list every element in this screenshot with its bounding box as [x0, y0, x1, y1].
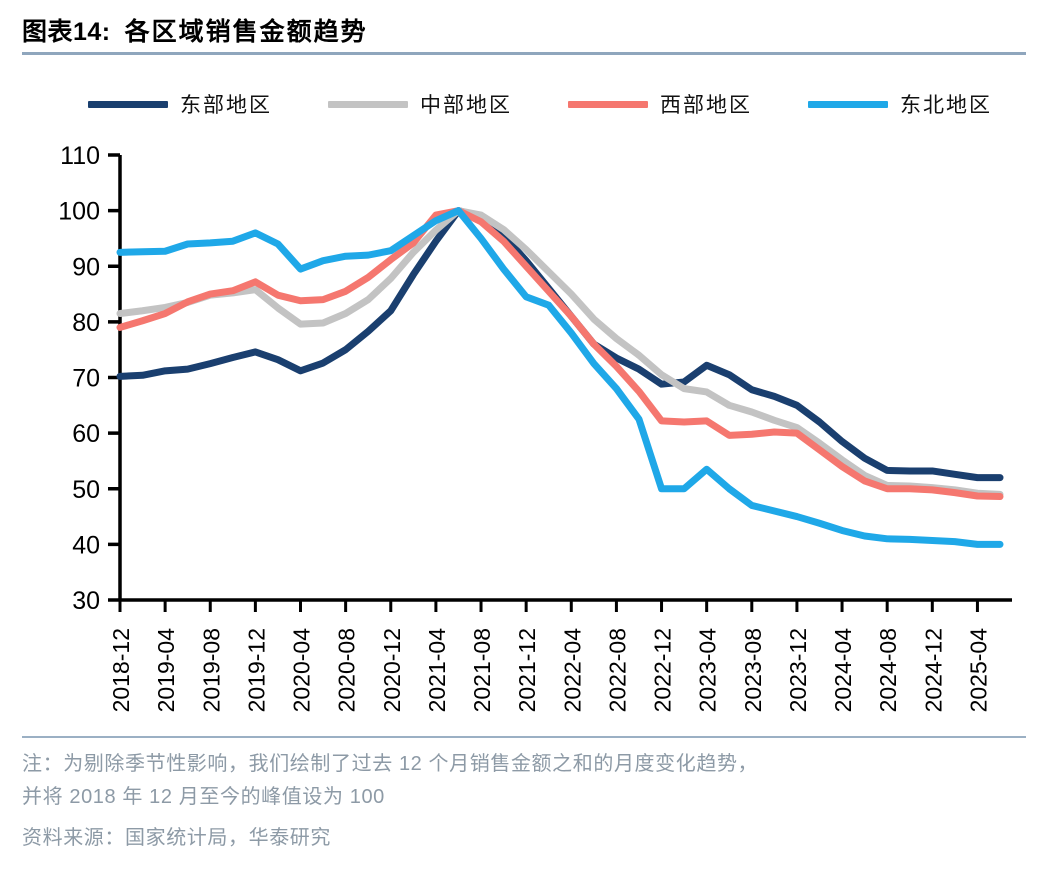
x-tick-label: 2023-08: [740, 628, 766, 712]
x-tick-label: 2022-12: [650, 628, 676, 712]
chart-legend: 东部地区 中部地区 西部地区 东北地区: [60, 88, 1020, 120]
x-tick-label: 2023-04: [695, 628, 721, 713]
legend-label-central: 中部地区: [420, 94, 512, 117]
legend-label-northeast: 东北地区: [900, 94, 992, 117]
footnote-line-2: 并将 2018 年 12 月至今的峰值设为 100: [22, 786, 385, 808]
source-line: 资料来源：国家统计局，华泰研究: [22, 827, 331, 849]
legend-item-central[interactable]: 中部地区: [328, 89, 512, 119]
x-tick-label: 2020-12: [379, 628, 405, 712]
x-tick-label: 2024-04: [830, 628, 856, 713]
x-tick-label: 2023-12: [785, 628, 811, 712]
x-tick-label: 2022-08: [604, 628, 630, 712]
series-line: [116, 207, 1004, 548]
x-tick-label: 2024-12: [920, 628, 946, 712]
legend-swatch-central: [328, 100, 408, 108]
title-divider: [22, 52, 1026, 55]
y-axis: 30 40 50 60 70 80 90 100 110: [58, 142, 122, 615]
legend-label-west: 西部地区: [660, 94, 752, 117]
x-tick-label: 2021-08: [469, 628, 495, 712]
y-tick-label: 30: [72, 587, 100, 615]
y-tick-label: 110: [60, 142, 100, 170]
x-tick-label: 2021-12: [514, 628, 540, 712]
y-tick-label: 70: [72, 365, 100, 393]
footnote-line-1: 注：为剔除季节性影响，我们绘制了过去 12 个月销售金额之和的月度变化趋势，: [22, 753, 759, 775]
x-tick-label: 2024-08: [875, 628, 901, 712]
x-tick-label: 2020-04: [289, 628, 315, 713]
y-tick-label: 80: [72, 309, 100, 337]
series-line: [116, 207, 1004, 482]
y-tick-label: 100: [58, 198, 100, 226]
x-tick-label: 2019-04: [153, 628, 179, 713]
legend-swatch-west: [568, 100, 648, 108]
x-tick-label: 2022-04: [559, 628, 585, 713]
legend-label-east: 东部地区: [180, 94, 272, 117]
series-lines: [116, 207, 1004, 548]
legend-item-west[interactable]: 西部地区: [568, 89, 752, 119]
y-tick-label: 50: [72, 476, 100, 504]
line-chart: 30 40 50 60 70 80 90 100 110 2018-12 2019-04 2019-…: [58, 142, 1012, 713]
x-tick-label: 2019-12: [243, 628, 269, 712]
x-tick-label: 2025-04: [965, 628, 991, 713]
chart-plot-area: 30 40 50 60 70 80 90 100 110 2018-12 2019-04 2019-…: [0, 130, 1048, 730]
x-tick-label: 2021-04: [424, 628, 450, 713]
legend-item-east[interactable]: 东部地区: [88, 89, 272, 119]
legend-swatch-east: [88, 100, 168, 108]
page-title: 各区域销售金额趋势: [124, 18, 368, 46]
legend-item-northeast[interactable]: 东北地区: [808, 89, 992, 119]
y-tick-label: 60: [72, 420, 100, 448]
y-tick-label: 40: [72, 531, 100, 559]
x-axis: 2018-12 2019-04 2019-08 2019-12 2020-04 2020-…: [108, 598, 1012, 713]
y-tick-label: 90: [72, 253, 100, 281]
legend-swatch-northeast: [808, 100, 888, 108]
x-tick-label: 2020-08: [334, 628, 360, 712]
footer-block: 注：为剔除季节性影响，我们绘制了过去 12 个月销售金额之和的月度变化趋势， 并…: [22, 748, 1032, 855]
exhibit-number: 图表14:: [22, 18, 111, 46]
x-tick-label: 2019-08: [198, 628, 224, 712]
series-line: [116, 207, 1004, 501]
footer-divider: [22, 736, 1026, 738]
exhibit-title-row: 图表14: 各区域销售金额趋势: [22, 12, 368, 48]
series-line: [116, 207, 1004, 498]
x-tick-label: 2018-12: [108, 628, 134, 712]
